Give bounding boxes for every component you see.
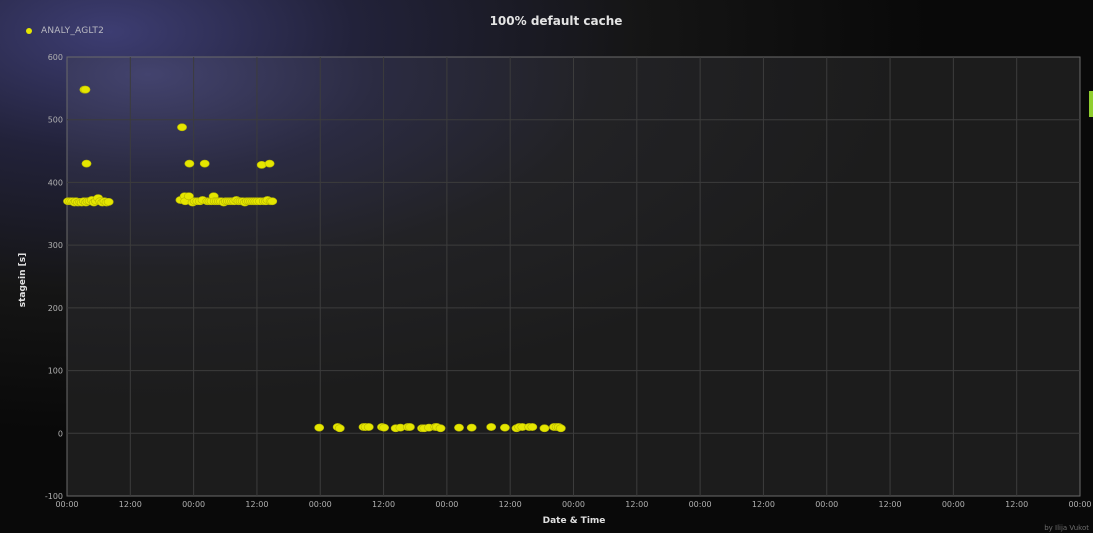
- data-point: [466, 423, 477, 432]
- y-tick-label: 400: [48, 178, 63, 187]
- x-tick-label: 12:00: [1005, 500, 1028, 509]
- x-tick-label: 12:00: [752, 500, 775, 509]
- x-tick-label: 00:00: [942, 500, 965, 509]
- data-point: [81, 159, 92, 168]
- x-tick-label: 00:00: [55, 500, 78, 509]
- data-point: [199, 159, 210, 168]
- x-tick-label: 00:00: [182, 500, 205, 509]
- x-tick-label: 00:00: [815, 500, 838, 509]
- x-tick-label: 00:00: [1068, 500, 1091, 509]
- data-point: [405, 423, 415, 431]
- x-tick-label: 00:00: [309, 500, 332, 509]
- data-point: [435, 424, 446, 433]
- x-tick-label: 12:00: [119, 500, 142, 509]
- x-tick-label: 00:00: [689, 500, 712, 509]
- y-axis-label: stagein [s]: [18, 253, 28, 308]
- data-point: [539, 424, 550, 433]
- x-tick-label: 12:00: [625, 500, 648, 509]
- y-tick-label: 0: [58, 429, 63, 438]
- data-point: [363, 423, 374, 431]
- data-point: [555, 424, 566, 433]
- data-point: [177, 123, 187, 132]
- y-tick-label: 300: [48, 241, 63, 250]
- axis-ticks: -100 0 100 200 300 400 500 600 00:00 12:00 00:00 12…: [45, 53, 1092, 509]
- x-tick-label: 12:00: [499, 500, 522, 509]
- x-tick-label: 00:00: [435, 500, 458, 509]
- y-tick-label: 500: [48, 116, 63, 125]
- data-point: [80, 85, 91, 94]
- data-point: [500, 423, 510, 432]
- x-tick-label: 12:00: [879, 500, 902, 509]
- y-tick-label: 200: [48, 304, 63, 313]
- data-point: [314, 423, 325, 432]
- legend: ANALY_AGLT2: [26, 26, 104, 36]
- data-point: [183, 192, 194, 201]
- y-tick-label: -100: [45, 492, 63, 501]
- data-point: [454, 423, 464, 432]
- data-points: [63, 85, 566, 433]
- data-point: [486, 423, 497, 431]
- data-point: [334, 424, 345, 433]
- data-point: [103, 197, 114, 206]
- chart-title: 100% default cache: [490, 14, 623, 28]
- data-point: [527, 423, 538, 431]
- grid: [67, 57, 1080, 496]
- legend-marker: [26, 28, 32, 34]
- x-axis-label: Date & Time: [543, 516, 606, 526]
- legend-label: ANALY_AGLT2: [41, 26, 105, 36]
- data-point: [267, 197, 278, 206]
- side-marker: [1089, 91, 1093, 117]
- x-tick-label: 12:00: [245, 500, 268, 509]
- data-point: [379, 423, 389, 432]
- y-tick-label: 600: [48, 53, 63, 62]
- x-tick-label: 12:00: [372, 500, 395, 509]
- x-tick-label: 00:00: [562, 500, 585, 509]
- credit: by Ilija Vukot: [1044, 524, 1089, 532]
- data-point: [264, 159, 275, 168]
- data-point: [256, 160, 267, 169]
- y-tick-label: 100: [48, 367, 63, 376]
- data-point: [184, 159, 195, 168]
